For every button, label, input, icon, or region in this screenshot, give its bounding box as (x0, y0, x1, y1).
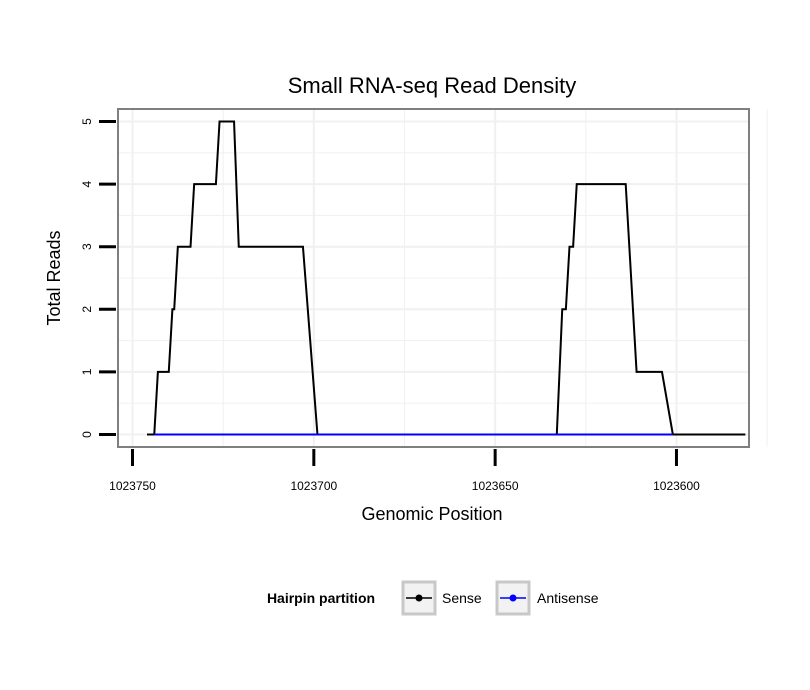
y-tick-label-5: 5 (80, 118, 94, 125)
legend-marker-sense (415, 594, 423, 602)
grid-lines (118, 109, 768, 447)
y-axis: 0 1 2 3 4 5 (80, 118, 116, 438)
legend-title: Hairpin partition (267, 590, 375, 606)
y-tick-label-1: 1 (80, 368, 94, 375)
legend-label-sense: Sense (442, 590, 482, 606)
y-axis-title: Total Reads (44, 230, 64, 325)
y-tick-label-4: 4 (80, 180, 94, 187)
legend-item-sense: Sense (401, 580, 482, 616)
x-axis: 1023750 1023700 1023650 1023600 (109, 449, 700, 493)
y-tick-label-0: 0 (80, 431, 94, 438)
legend: Hairpin partition Sense Antisense (267, 580, 599, 616)
x-tick-label-1023700: 1023700 (290, 479, 337, 493)
legend-item-antisense: Antisense (495, 580, 599, 616)
x-tick-label-1023650: 1023650 (472, 479, 519, 493)
chart-title: Small RNA-seq Read Density (288, 73, 577, 98)
series-layer (147, 120, 746, 436)
plot-panel (117, 108, 750, 448)
y-tick-label-2: 2 (80, 306, 94, 313)
legend-marker-antisense (509, 594, 517, 602)
y-tick-label-3: 3 (80, 243, 94, 250)
x-tick-label-1023600: 1023600 (653, 479, 700, 493)
x-axis-title: Genomic Position (361, 504, 502, 524)
legend-label-antisense: Antisense (537, 590, 599, 606)
x-tick-label-1023750: 1023750 (109, 479, 156, 493)
series-line-sense (147, 120, 746, 436)
